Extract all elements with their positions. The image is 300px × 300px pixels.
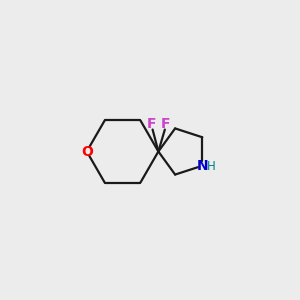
Text: F: F bbox=[147, 118, 156, 131]
Text: H: H bbox=[207, 160, 215, 173]
Text: N: N bbox=[196, 159, 208, 173]
Text: F: F bbox=[161, 118, 171, 131]
Text: O: O bbox=[81, 145, 93, 158]
